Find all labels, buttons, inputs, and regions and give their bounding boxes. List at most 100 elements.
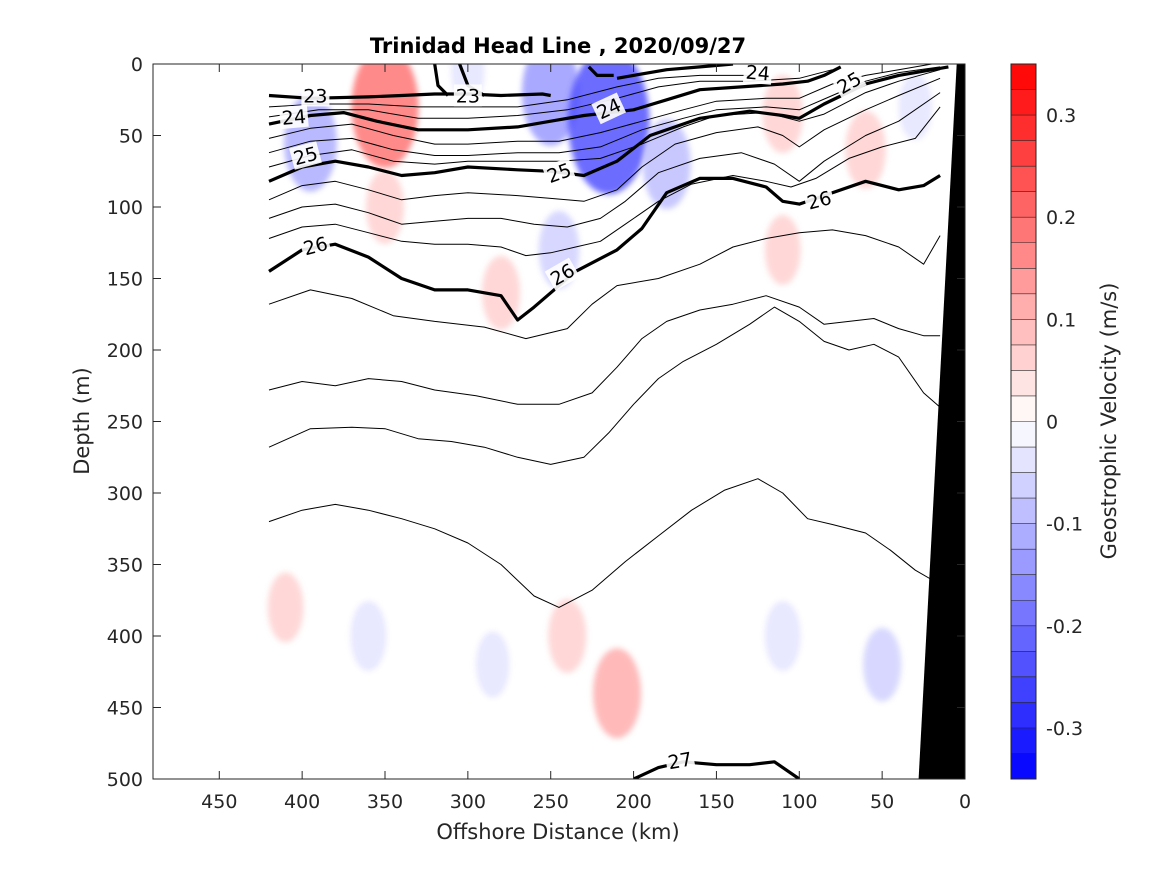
- contour-label-backdrop: [831, 66, 867, 100]
- density-contour-27: [632, 760, 801, 779]
- chart-title: Trinidad Head Line , 2020/09/27: [370, 34, 746, 58]
- y-tick-label: 350: [107, 555, 143, 577]
- velocity-patch: [764, 601, 801, 671]
- y-tick-label: 250: [107, 412, 143, 434]
- colorbar-tick-label: 0.1: [1046, 309, 1076, 331]
- contour-label-backdrop: [802, 185, 836, 215]
- contour-label: 23: [456, 85, 480, 107]
- colorbar-tick-label: 0.3: [1046, 105, 1076, 127]
- velocity-patch: [267, 572, 304, 643]
- contour-label-group: 24: [742, 60, 773, 86]
- contour-label-backdrop: [301, 84, 330, 107]
- x-tick-label: 0: [959, 791, 971, 813]
- density-contour-minor: [268, 69, 941, 168]
- density-contour-23: [268, 92, 551, 100]
- x-axis-title: Offshore Distance (km): [436, 820, 679, 844]
- colorbar-frame: [1010, 63, 1037, 780]
- y-tick-label: 200: [107, 340, 143, 362]
- density-contour-24: [587, 65, 614, 77]
- colorbar-swatch: [1011, 676, 1036, 703]
- colorbar-swatch: [1011, 140, 1036, 167]
- velocity-patch: [862, 627, 902, 702]
- y-tick-label: 400: [107, 626, 143, 648]
- bathymetry: [918, 64, 965, 779]
- colorbar-swatch: [1011, 89, 1036, 116]
- x-tick-label: 300: [450, 791, 486, 813]
- contour-label-backdrop: [289, 141, 322, 170]
- velocity-patch: [567, 64, 650, 195]
- colorbar: 0.3 0.2 0.1 0 -0.1 -0.2 -0.3: [1010, 63, 1083, 780]
- colorbar-swatch: [1011, 574, 1036, 601]
- x-axis: 450 400 350 300 250 200 150 100 50 0: [201, 64, 971, 813]
- x-tick-label: 450: [201, 791, 237, 813]
- y-axis-title: Depth (m): [70, 367, 94, 474]
- velocity-patch: [764, 214, 801, 285]
- density-contour-minor: [268, 229, 941, 340]
- y-axis: 0 50 100 150 200 250 300 350 400 450 500: [107, 54, 965, 791]
- x-tick-label: 50: [870, 791, 894, 813]
- density-contour-minor: [268, 66, 941, 156]
- y-tick-label: 300: [107, 483, 143, 505]
- contour-label-backdrop: [664, 747, 696, 774]
- colorbar-swatch: [1011, 702, 1036, 729]
- contour-label: 24: [281, 106, 307, 130]
- density-contour-minor: [268, 92, 941, 228]
- colorbar-swatch: [1011, 727, 1036, 754]
- contour-label-backdrop: [591, 92, 627, 125]
- colorbar-tick-label: -0.1: [1046, 514, 1083, 536]
- contour-label-group: 25: [542, 157, 576, 188]
- x-tick-label: 100: [781, 791, 817, 813]
- colorbar-swatch: [1011, 600, 1036, 627]
- colorbar-swatch: [1011, 753, 1036, 780]
- contour-label-group: 27: [664, 747, 696, 774]
- colorbar-swatch: [1011, 370, 1036, 397]
- y-tick-label: 100: [107, 197, 143, 219]
- colorbar-swatch: [1011, 651, 1036, 678]
- contour-label-backdrop: [542, 157, 576, 188]
- x-tick-label: 250: [533, 791, 569, 813]
- density-contour-minor: [268, 478, 941, 608]
- colorbar-tick-label: -0.3: [1046, 718, 1083, 740]
- velocity-patch: [475, 631, 510, 698]
- colorbar-tick-label: 0: [1046, 412, 1058, 434]
- velocity-patch: [898, 73, 933, 140]
- colorbar-swatch: [1011, 421, 1036, 448]
- contour-label: 27: [666, 748, 694, 774]
- colorbar-swatch: [1011, 498, 1036, 525]
- density-contour-23: [433, 64, 450, 97]
- contour-label-backdrop: [299, 231, 332, 260]
- x-tick-label: 400: [284, 791, 320, 813]
- density-contour-minor: [268, 106, 941, 257]
- density-contour-minor: [268, 77, 941, 202]
- velocity-patch: [845, 110, 886, 189]
- x-tick-label: 350: [367, 791, 403, 813]
- colorbar-swatch: [1011, 549, 1036, 576]
- colorbar-swatch: [1011, 344, 1036, 371]
- density-contour-minor: [268, 295, 941, 405]
- contour-label-group: 24: [278, 104, 309, 130]
- contour-label-backdrop: [453, 84, 482, 107]
- density-contour-25: [268, 65, 949, 183]
- contour-label-backdrop: [278, 104, 309, 130]
- contour-label-group: 26: [299, 231, 332, 260]
- colorbar-swatch: [1011, 191, 1036, 218]
- y-tick-label: 500: [107, 769, 143, 791]
- density-contour-minor: [268, 306, 941, 465]
- contour-label-backdrop: [742, 60, 773, 85]
- colorbar-swatch: [1011, 447, 1036, 474]
- velocity-patch: [351, 64, 419, 168]
- colorbar-swatch: [1011, 166, 1036, 193]
- colorbar-swatch: [1011, 217, 1036, 244]
- colorbar-swatch: [1011, 625, 1036, 652]
- colorbar-swatch: [1011, 472, 1036, 499]
- bathymetry-shape: [918, 64, 965, 779]
- y-tick-label: 50: [119, 126, 143, 148]
- colorbar-swatch: [1011, 115, 1036, 142]
- colorbar-tick-label: 0.2: [1046, 207, 1076, 229]
- contour-label: 24: [745, 62, 771, 86]
- colorbar-tick-label: -0.2: [1046, 616, 1083, 638]
- colorbar-swatch: [1011, 523, 1036, 550]
